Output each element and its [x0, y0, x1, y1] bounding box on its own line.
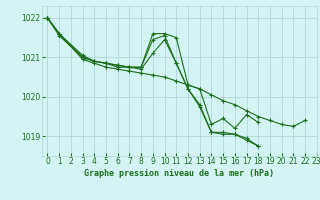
X-axis label: Graphe pression niveau de la mer (hPa): Graphe pression niveau de la mer (hPa) [84, 169, 274, 178]
